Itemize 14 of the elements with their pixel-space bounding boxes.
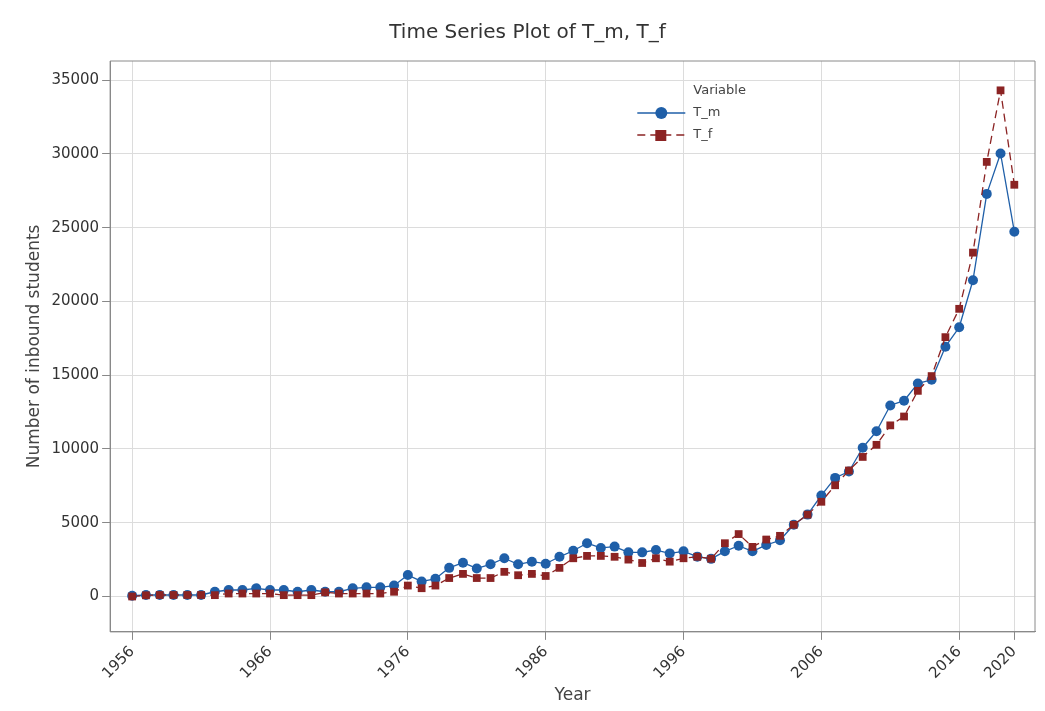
y-tick-label: 20000: [51, 291, 100, 310]
legend-label: T_f: [692, 126, 713, 142]
y-tick-label: 25000: [51, 217, 100, 236]
legend-label: T_m: [692, 104, 721, 120]
y-tick-label: 35000: [51, 70, 100, 89]
chart-title: Time Series Plot of T_m, T_f: [388, 19, 667, 44]
y-tick-label: 10000: [51, 438, 100, 457]
y-tick-label: 5000: [60, 512, 100, 531]
x-axis-title: Year: [553, 684, 591, 705]
y-tick-label: 0: [89, 586, 100, 605]
y-axis-title: Number of inbound students: [22, 224, 43, 469]
legend-title: Variable: [693, 82, 746, 98]
y-tick-label: 30000: [51, 143, 100, 162]
y-tick-label: 15000: [51, 365, 100, 384]
